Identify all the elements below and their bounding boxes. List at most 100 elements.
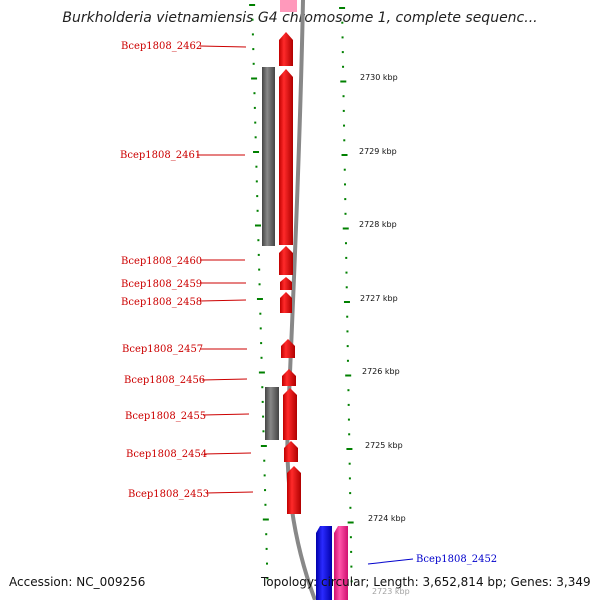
tick-mark	[339, 7, 346, 9]
tick-mark	[264, 489, 267, 492]
tick-mark	[257, 239, 260, 242]
gene-label[interactable]: Bcep1808_2459	[121, 279, 202, 290]
tick-mark	[262, 415, 265, 418]
tick-mark	[348, 433, 351, 436]
outer-tick-marks	[339, 7, 354, 583]
tick-mark	[266, 577, 269, 580]
tick-mark	[340, 80, 347, 83]
tick-mark	[350, 565, 353, 568]
tick-mark	[344, 198, 347, 201]
tick-mark	[258, 268, 261, 271]
summary-text: Topology: circular; Length: 3,652,814 bp…	[261, 575, 591, 589]
gene-feature-2457[interactable]	[281, 339, 295, 358]
tick-mark	[347, 403, 350, 406]
tick-mark	[347, 389, 350, 392]
tick-mark	[350, 550, 353, 553]
gene-label[interactable]: Bcep1808_2453	[128, 489, 209, 500]
gene-label[interactable]: Bcep1808_2455	[125, 411, 206, 422]
tick-mark	[348, 462, 351, 465]
gene-label[interactable]: Bcep1808_2460	[121, 256, 202, 267]
gene-label[interactable]: Bcep1808_2456	[124, 375, 205, 386]
tick-mark	[347, 418, 350, 421]
kbp-label: 2730 kbp	[360, 73, 398, 82]
gene-label[interactable]: Bcep1808_2454	[126, 449, 207, 460]
gene-feature-2459[interactable]	[280, 277, 292, 290]
tick-mark	[349, 536, 352, 539]
tick-mark	[260, 342, 263, 345]
tick-mark	[346, 330, 349, 333]
tick-mark	[345, 256, 348, 259]
gene-label[interactable]: Bcep1808_2452	[416, 554, 497, 565]
tick-mark	[249, 4, 256, 6]
tick-mark	[251, 18, 254, 21]
tick-mark	[343, 139, 346, 142]
gene-label[interactable]: Bcep1808_2462	[121, 41, 202, 52]
tick-mark	[260, 445, 267, 447]
tick-mark	[258, 371, 265, 374]
tick-mark	[343, 124, 346, 127]
tick-mark	[342, 95, 345, 98]
kbp-label: 2728 kbp	[359, 220, 397, 229]
kbp-label: 2727 kbp	[360, 294, 398, 303]
tick-mark	[259, 312, 262, 315]
tick-mark	[345, 271, 348, 274]
gene-feature-2453[interactable]	[287, 466, 301, 514]
tick-mark	[341, 154, 348, 156]
pseudo-feature-2455[interactable]	[265, 387, 279, 440]
tick-mark	[263, 459, 266, 462]
gene-feature-2460[interactable]	[279, 246, 293, 275]
tick-mark	[344, 212, 347, 215]
tick-mark	[263, 474, 266, 477]
tick-mark	[252, 62, 255, 65]
tick-mark	[255, 180, 258, 183]
accession-text: Accession: NC_009256	[9, 575, 146, 589]
tick-mark	[342, 227, 349, 230]
tick-mark	[256, 298, 263, 300]
pseudo-feature-2461[interactable]	[262, 67, 275, 246]
tick-mark	[346, 359, 349, 362]
tick-mark	[342, 65, 345, 68]
tick-mark	[255, 165, 258, 168]
gene-feature-2456[interactable]	[282, 369, 296, 386]
tick-mark	[252, 48, 255, 51]
kbp-label: 2729 kbp	[359, 147, 397, 156]
tick-mark	[344, 183, 347, 186]
tick-mark	[253, 151, 260, 153]
tick-mark	[341, 21, 344, 24]
tick-mark	[264, 503, 267, 506]
tick-mark	[262, 430, 265, 433]
tick-mark	[347, 521, 354, 524]
tick-mark	[262, 518, 269, 521]
gene-feature-2454[interactable]	[284, 441, 298, 462]
gene-feature-2462[interactable]	[279, 32, 293, 66]
tick-mark	[258, 283, 261, 286]
label-leaders	[197, 45, 254, 494]
gene-feature-2458[interactable]	[280, 292, 292, 313]
kbp-label: 2724 kbp	[368, 514, 406, 523]
tick-mark	[256, 209, 259, 212]
gene-feature-2461[interactable]	[279, 69, 293, 245]
gene-feature-2455[interactable]	[283, 388, 297, 440]
tick-mark	[342, 109, 345, 112]
tick-mark	[251, 33, 254, 36]
tick-mark	[346, 345, 349, 348]
tick-mark	[349, 506, 352, 509]
backbone-top-cap	[280, 0, 297, 12]
tick-mark	[253, 92, 256, 95]
map-title: Burkholderia vietnamiensis G4 chromosome…	[62, 10, 538, 26]
tick-mark	[254, 121, 257, 124]
tick-mark	[265, 533, 268, 536]
gene-label[interactable]: Bcep1808_2458	[121, 297, 202, 308]
gene-label[interactable]: Bcep1808_2461	[120, 150, 201, 161]
tick-mark	[261, 386, 264, 389]
kbp-label: 2725 kbp	[365, 441, 403, 450]
gene-feature-2452[interactable]	[316, 526, 348, 600]
tick-mark	[257, 253, 260, 256]
gene-label[interactable]: Bcep1808_2457	[122, 344, 203, 355]
tick-mark	[345, 286, 348, 289]
tick-mark	[265, 547, 268, 550]
tick-mark	[256, 195, 259, 198]
tick-mark	[346, 315, 349, 318]
tick-mark	[260, 356, 263, 359]
tick-mark	[349, 492, 352, 495]
